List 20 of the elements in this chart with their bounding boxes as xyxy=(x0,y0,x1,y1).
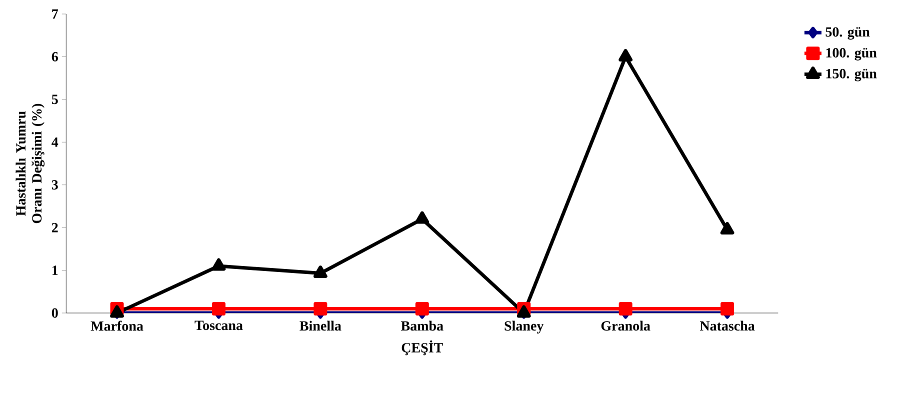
x-axis-title: ÇEŞİT xyxy=(402,340,443,356)
x-tick-label: Marfona xyxy=(90,320,144,331)
x-tick-label: Bamba xyxy=(400,320,444,331)
x-tick-label: Binella xyxy=(300,320,342,331)
y-tick-label: 3 xyxy=(52,180,58,190)
y-tick-label: 1 xyxy=(52,266,58,275)
legend-label: 100. gün xyxy=(826,48,877,60)
y-tick-label: 2 xyxy=(52,222,58,232)
x-tick-label: Natascha xyxy=(700,320,755,331)
y-tick-label: 0 xyxy=(52,308,58,318)
y-tick-label: 6 xyxy=(52,52,58,62)
y-tick-label: 5 xyxy=(52,94,58,104)
x-tick-label: Slaney xyxy=(504,320,544,334)
legend-label: 50. gün xyxy=(826,27,870,40)
x-tick-label: Toscana xyxy=(194,320,243,330)
y-tick-label: 7 xyxy=(52,9,58,19)
y-tick-label: 4 xyxy=(52,138,58,147)
y-axis-title: Hastalıklı Yumru Oranı Değişimi (%) xyxy=(16,104,45,224)
x-tick-label: Granola xyxy=(601,320,650,331)
legend-label: 150. gün xyxy=(826,68,877,82)
